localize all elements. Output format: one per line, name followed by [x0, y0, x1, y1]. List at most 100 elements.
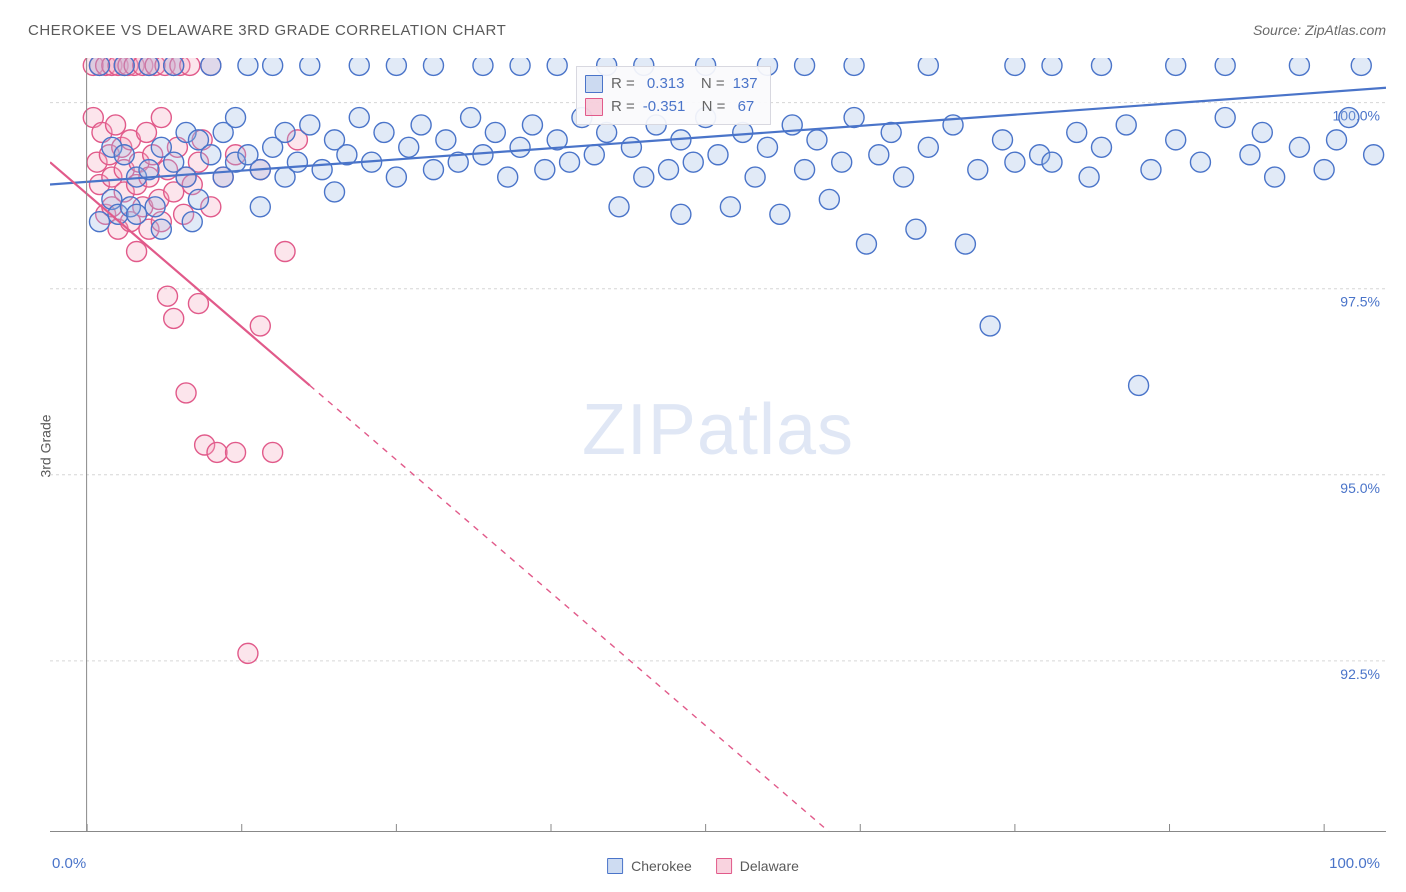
data-point: [127, 242, 147, 262]
data-point: [1314, 160, 1334, 180]
data-point: [1129, 375, 1149, 395]
data-point: [1042, 152, 1062, 172]
stat-r-value: 0.313: [643, 73, 685, 96]
data-point: [1091, 58, 1111, 75]
data-point: [955, 234, 975, 254]
data-point: [423, 58, 443, 75]
data-point: [609, 197, 629, 217]
data-point: [1339, 108, 1359, 128]
data-point: [510, 58, 530, 75]
data-point: [201, 145, 221, 165]
legend-label: Cherokee: [631, 858, 692, 874]
data-point: [1289, 137, 1309, 157]
data-point: [312, 160, 332, 180]
data-point: [411, 115, 431, 135]
data-point: [151, 219, 171, 239]
data-point: [139, 58, 159, 75]
data-point: [145, 197, 165, 217]
stat-n-label: N =: [692, 73, 724, 96]
data-point: [1351, 58, 1371, 75]
stats-row: R = 0.313 N = 137: [585, 73, 758, 96]
data-point: [176, 383, 196, 403]
data-point: [188, 189, 208, 209]
data-point: [819, 189, 839, 209]
data-point: [1166, 58, 1186, 75]
data-point: [906, 219, 926, 239]
data-point: [436, 130, 456, 150]
data-point: [1166, 130, 1186, 150]
data-point: [106, 115, 126, 135]
data-point: [757, 137, 777, 157]
data-point: [844, 58, 864, 75]
data-point: [300, 58, 320, 75]
data-point: [795, 58, 815, 75]
trend-line-dashed: [310, 385, 830, 832]
data-point: [423, 160, 443, 180]
data-point: [158, 286, 178, 306]
data-point: [856, 234, 876, 254]
stat-r-label: R =: [611, 96, 635, 119]
data-point: [1116, 115, 1136, 135]
data-point: [300, 115, 320, 135]
data-point: [1005, 58, 1025, 75]
legend-swatch: [716, 858, 732, 874]
data-point: [485, 122, 505, 142]
data-point: [1364, 145, 1384, 165]
data-point: [263, 442, 283, 462]
data-point: [894, 167, 914, 187]
legend-swatch: [607, 858, 623, 874]
data-point: [250, 316, 270, 336]
data-point: [832, 152, 852, 172]
data-point: [1091, 137, 1111, 157]
data-point: [207, 442, 227, 462]
legend-label: Delaware: [740, 858, 799, 874]
data-point: [1240, 145, 1260, 165]
data-point: [745, 167, 765, 187]
data-point: [807, 130, 827, 150]
data-point: [708, 145, 728, 165]
legend-swatch: [585, 98, 603, 116]
data-point: [275, 242, 295, 262]
x-axis-max-label: 100.0%: [1329, 855, 1380, 872]
data-point: [1042, 58, 1062, 75]
y-tick-label: 95.0%: [1340, 480, 1380, 496]
data-point: [795, 160, 815, 180]
stat-n-value: 137: [733, 73, 758, 96]
data-point: [114, 145, 134, 165]
data-point: [89, 212, 109, 232]
data-point: [226, 108, 246, 128]
data-point: [1215, 58, 1235, 75]
stat-r-label: R =: [611, 73, 635, 96]
data-point: [1079, 167, 1099, 187]
data-point: [1289, 58, 1309, 75]
data-point: [720, 197, 740, 217]
data-point: [1215, 108, 1235, 128]
data-point: [374, 122, 394, 142]
data-point: [597, 122, 617, 142]
data-point: [325, 182, 345, 202]
data-point: [560, 152, 580, 172]
chart-source: Source: ZipAtlas.com: [1253, 22, 1386, 38]
data-point: [136, 122, 156, 142]
data-point: [844, 108, 864, 128]
data-point: [671, 204, 691, 224]
data-point: [250, 197, 270, 217]
data-point: [263, 58, 283, 75]
data-point: [683, 152, 703, 172]
data-point: [659, 160, 679, 180]
chart-title: CHEROKEE VS DELAWARE 3RD GRADE CORRELATI…: [28, 22, 506, 39]
data-point: [89, 58, 109, 75]
data-point: [1067, 122, 1087, 142]
legend-swatch: [585, 75, 603, 93]
data-point: [498, 167, 518, 187]
data-point: [114, 58, 134, 75]
x-axis-min-label: 0.0%: [52, 855, 86, 872]
data-point: [201, 58, 221, 75]
data-point: [522, 115, 542, 135]
data-point: [1005, 152, 1025, 172]
correlation-stats-box: R = 0.313 N = 137R =-0.351 N = 67: [576, 66, 771, 125]
data-point: [535, 160, 555, 180]
stats-row: R =-0.351 N = 67: [585, 96, 758, 119]
data-point: [1252, 122, 1272, 142]
legend-item: Delaware: [716, 858, 799, 874]
